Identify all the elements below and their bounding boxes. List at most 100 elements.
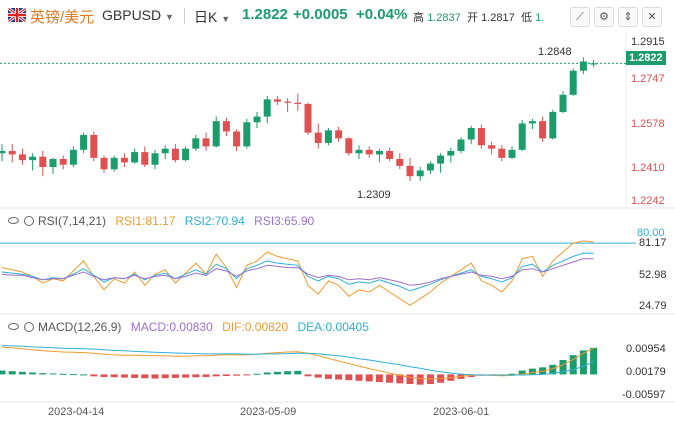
candle-body bbox=[120, 157, 128, 163]
candle-body bbox=[284, 101, 292, 103]
candle-body bbox=[498, 148, 506, 158]
macd-title: MACD(12,26,9) bbox=[38, 320, 122, 334]
candle-body bbox=[559, 94, 567, 112]
candle-body bbox=[467, 128, 475, 140]
candle-body bbox=[69, 149, 77, 165]
rsi-line-rsi1 bbox=[1, 240, 594, 306]
macd-bar bbox=[416, 374, 424, 385]
macd-bar bbox=[0, 370, 6, 375]
candle-body bbox=[90, 134, 98, 158]
macd-bar bbox=[110, 374, 118, 378]
candle-body bbox=[518, 123, 526, 150]
candle-body bbox=[396, 158, 404, 166]
macd-bar bbox=[294, 370, 302, 375]
candle-body bbox=[437, 155, 445, 164]
candle-body bbox=[335, 130, 343, 139]
candle-body bbox=[161, 148, 169, 154]
macd-bar bbox=[284, 371, 292, 375]
macd-bar bbox=[375, 374, 383, 383]
low-label: 低 bbox=[521, 12, 532, 24]
macd-value: MACD:0.00830 bbox=[130, 320, 213, 334]
macd-bar bbox=[528, 368, 536, 375]
macd-tick: 0.00179 bbox=[626, 366, 666, 378]
macd-bar bbox=[273, 371, 281, 375]
macd-bar bbox=[355, 374, 363, 381]
macd-bar bbox=[314, 374, 322, 378]
low-annotation: 1.2309 bbox=[357, 189, 391, 201]
gear-icon[interactable] bbox=[24, 216, 34, 226]
macd-bar bbox=[253, 373, 261, 375]
gear-icon[interactable] bbox=[24, 322, 34, 332]
macd-tick: 0.00954 bbox=[626, 343, 666, 355]
open-readout: 开 1.2817 bbox=[467, 9, 515, 25]
macd-legend: MACD(12,26,9) MACD:0.00830 DIF:0.00820 D… bbox=[8, 320, 369, 334]
macd-bar bbox=[590, 347, 598, 375]
rsi-tick: 81.17 bbox=[639, 237, 667, 249]
candle-body bbox=[590, 63, 598, 65]
candle-body bbox=[253, 116, 261, 123]
candle-body bbox=[549, 111, 557, 139]
macd-bar bbox=[263, 372, 271, 375]
price-tick: 1.2578 bbox=[631, 118, 665, 130]
candle-body bbox=[294, 102, 302, 104]
macd-bar bbox=[365, 374, 373, 382]
candle-body bbox=[304, 103, 312, 133]
candle-body bbox=[355, 149, 363, 154]
macd-bar bbox=[324, 374, 332, 379]
divider bbox=[184, 8, 185, 24]
close-icon[interactable]: ✕ bbox=[642, 7, 662, 27]
dif-value: DIF:0.00820 bbox=[222, 320, 289, 334]
date-tick: 2023-06-01 bbox=[433, 406, 490, 418]
low-value: 1. bbox=[535, 12, 545, 24]
dea-value: DEA:0.00405 bbox=[297, 320, 369, 334]
timeframe-label: 日K bbox=[194, 9, 218, 25]
candle-body bbox=[141, 152, 149, 165]
pair-name-cn[interactable]: 英镑/美元 bbox=[30, 9, 95, 26]
date-tick: 2023-05-09 bbox=[240, 406, 297, 418]
candle-body bbox=[49, 158, 57, 168]
timeframe-selector[interactable]: 日K ▼ bbox=[194, 7, 230, 27]
fullscreen-icon[interactable]: ⇕ bbox=[618, 7, 638, 27]
rsi-legend: RSI(7,14,21) RSI1:81.17 RSI2:70.94 RSI3:… bbox=[8, 214, 314, 228]
rsi-tick: 24.79 bbox=[639, 300, 667, 312]
macd-bar bbox=[386, 374, 394, 383]
candle-body bbox=[273, 99, 281, 102]
macd-bar bbox=[161, 374, 169, 379]
macd-bar bbox=[151, 374, 159, 379]
candle-body bbox=[528, 121, 536, 124]
indicator-icon[interactable]: ⟋ bbox=[570, 7, 590, 27]
open-label: 开 bbox=[467, 12, 478, 24]
candle-body bbox=[233, 131, 241, 147]
macd-bar bbox=[335, 374, 343, 380]
candle-body bbox=[263, 99, 271, 117]
candle-body bbox=[110, 157, 118, 170]
candle-body bbox=[39, 156, 47, 168]
rsi-line-rsi2 bbox=[1, 252, 594, 292]
low-readout: 低 1. bbox=[521, 9, 544, 25]
rsi1-value: RSI1:81.17 bbox=[115, 214, 176, 228]
chevron-down-icon: ▼ bbox=[221, 14, 231, 24]
eye-icon[interactable] bbox=[8, 323, 19, 330]
rsi-tick: 52.98 bbox=[639, 269, 667, 281]
macd-bar bbox=[182, 374, 190, 378]
candle-body bbox=[508, 149, 516, 158]
last-price: 1.2822 bbox=[242, 6, 288, 23]
candle-body bbox=[426, 163, 434, 171]
rsi-level-tag: 80.00 bbox=[637, 227, 665, 239]
settings-icon[interactable]: ⚙ bbox=[594, 7, 614, 27]
eye-icon[interactable] bbox=[8, 217, 19, 224]
macd-bar bbox=[559, 360, 567, 375]
last-price-tag: 1.2822 bbox=[626, 51, 666, 65]
candle-body bbox=[406, 165, 414, 177]
macd-bar bbox=[171, 374, 179, 378]
candle-body bbox=[365, 149, 373, 155]
candle-body bbox=[212, 121, 220, 147]
macd-bar bbox=[131, 374, 139, 378]
macd-bar bbox=[8, 371, 16, 375]
high-annotation: 1.2848 bbox=[538, 46, 572, 58]
candle-body bbox=[457, 139, 465, 151]
high-label: 高 bbox=[413, 12, 424, 24]
symbol-selector[interactable]: GBPUSD ▼ bbox=[102, 7, 174, 23]
candle-body bbox=[569, 70, 577, 95]
